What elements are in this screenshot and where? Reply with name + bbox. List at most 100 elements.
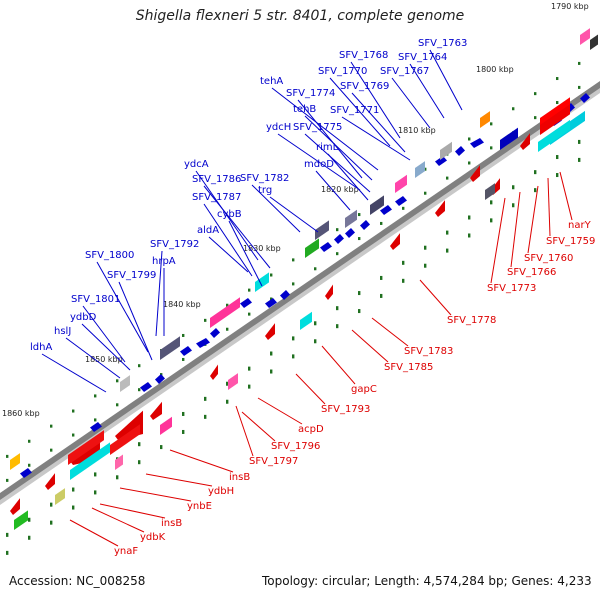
- plus-strand-gene[interactable]: [265, 298, 277, 308]
- plus-strand-feature[interactable]: [395, 174, 407, 193]
- minus-strand-feature[interactable]: [70, 442, 110, 480]
- minus-gene-label[interactable]: gapC: [351, 384, 377, 395]
- minus-strand-feature[interactable]: [68, 430, 104, 465]
- minus-strand-gene[interactable]: [265, 323, 275, 340]
- plus-strand-feature[interactable]: [345, 209, 357, 228]
- plus-strand-feature[interactable]: [415, 161, 425, 178]
- plus-gene-label[interactable]: ydcH: [266, 122, 291, 133]
- plus-strand-gene[interactable]: [580, 93, 590, 103]
- plus-strand-feature[interactable]: [255, 272, 269, 292]
- plus-strand-gene[interactable]: [395, 196, 407, 206]
- plus-strand-feature[interactable]: [305, 238, 319, 258]
- plus-gene-label[interactable]: SFV_1764: [398, 52, 447, 63]
- minus-strand-gene[interactable]: [45, 473, 55, 490]
- plus-strand-gene[interactable]: [455, 146, 465, 156]
- plus-gene-label[interactable]: rimL: [316, 142, 339, 153]
- plus-gene-label[interactable]: SFV_1787: [192, 192, 241, 203]
- minus-gene-label[interactable]: insB: [161, 518, 182, 529]
- plus-strand-feature[interactable]: [370, 195, 384, 215]
- plus-strand-gene[interactable]: [320, 242, 332, 252]
- plus-gene-label[interactable]: mdoD: [304, 159, 334, 170]
- plus-strand-gene[interactable]: [380, 205, 392, 215]
- minus-strand-feature[interactable]: [115, 454, 123, 470]
- plus-gene-label[interactable]: SFV_1800: [85, 250, 134, 261]
- minus-strand-feature[interactable]: [228, 373, 238, 390]
- plus-gene-label[interactable]: SFV_1774: [286, 88, 335, 99]
- minus-gene-label[interactable]: SFV_1783: [404, 346, 453, 357]
- minus-strand-gene[interactable]: [325, 284, 333, 300]
- plus-gene-label[interactable]: SFV_1769: [340, 81, 389, 92]
- plus-gene-label[interactable]: SFV_1799: [107, 270, 156, 281]
- minus-gene-label[interactable]: narY: [568, 220, 592, 231]
- minus-strand-feature[interactable]: [540, 104, 570, 135]
- plus-strand-feature[interactable]: [120, 375, 130, 392]
- plus-gene-label[interactable]: SFV_1768: [339, 50, 388, 61]
- plus-strand-gene[interactable]: [20, 468, 32, 478]
- plus-gene-label[interactable]: SFV_1792: [150, 239, 199, 250]
- plus-gene-label[interactable]: ldhA: [30, 342, 52, 353]
- plus-strand-feature[interactable]: [580, 28, 590, 45]
- plus-gene-label[interactable]: SFV_1770: [318, 66, 367, 77]
- plus-gene-label[interactable]: SFV_1775: [293, 122, 342, 133]
- plus-strand-gene[interactable]: [240, 298, 252, 308]
- minus-gene-label[interactable]: ynbE: [187, 501, 212, 512]
- minus-gene-label[interactable]: SFV_1773: [487, 283, 536, 294]
- plus-strand-gene[interactable]: [155, 374, 165, 384]
- plus-gene-label[interactable]: SFV_1767: [380, 66, 429, 77]
- plus-strand-feature[interactable]: [500, 127, 518, 150]
- minus-gene-label[interactable]: SFV_1766: [507, 267, 556, 278]
- minus-strand-gene[interactable]: [435, 200, 445, 217]
- minus-gene-label[interactable]: SFV_1778: [447, 315, 496, 326]
- minus-strand-feature[interactable]: [110, 424, 140, 455]
- plus-gene-label[interactable]: SFV_1801: [71, 294, 120, 305]
- plus-strand-feature[interactable]: [315, 220, 329, 240]
- minus-gene-label[interactable]: ydbH: [208, 486, 234, 497]
- plus-gene-label[interactable]: SFV_1763: [418, 38, 467, 49]
- minus-strand-feature[interactable]: [55, 488, 65, 505]
- plus-strand-feature[interactable]: [210, 297, 240, 328]
- plus-gene-label[interactable]: SFV_1782: [240, 173, 289, 184]
- plus-gene-label[interactable]: tehB: [293, 104, 316, 115]
- plus-strand-feature[interactable]: [480, 111, 490, 128]
- minus-strand-gene[interactable]: [10, 498, 20, 515]
- plus-strand-gene[interactable]: [90, 422, 102, 432]
- plus-strand-gene[interactable]: [435, 156, 447, 166]
- minus-gene-label[interactable]: acpD: [298, 424, 324, 435]
- minus-gene-label[interactable]: SFV_1796: [271, 441, 320, 452]
- minus-gene-label[interactable]: SFV_1793: [321, 404, 370, 415]
- minus-strand-gene[interactable]: [520, 133, 530, 150]
- minus-strand-feature[interactable]: [538, 119, 570, 152]
- plus-gene-label[interactable]: trg: [258, 185, 272, 196]
- minus-strand-feature[interactable]: [300, 311, 312, 330]
- plus-strand-feature[interactable]: [590, 34, 598, 50]
- plus-gene-label[interactable]: SFV_1771: [330, 105, 379, 116]
- plus-gene-label[interactable]: hslJ: [54, 326, 71, 337]
- plus-gene-label[interactable]: cybB: [217, 209, 242, 220]
- minus-gene-label[interactable]: SFV_1785: [384, 362, 433, 373]
- plus-gene-label[interactable]: SFV_1786: [192, 174, 241, 185]
- plus-strand-feature[interactable]: [440, 141, 452, 160]
- plus-strand-gene[interactable]: [360, 220, 370, 230]
- plus-strand-gene[interactable]: [345, 228, 355, 238]
- plus-gene-label[interactable]: hrpA: [152, 256, 176, 267]
- minus-gene-label[interactable]: ydbK: [140, 532, 166, 543]
- plus-gene-label[interactable]: aldA: [197, 225, 219, 236]
- plus-strand-gene[interactable]: [280, 290, 290, 300]
- plus-strand-gene[interactable]: [210, 328, 220, 338]
- minus-strand-gene[interactable]: [470, 165, 480, 182]
- minus-strand-feature[interactable]: [485, 183, 495, 200]
- plus-gene-label[interactable]: tehA: [260, 76, 283, 87]
- plus-strand-gene[interactable]: [334, 234, 344, 244]
- plus-strand-gene[interactable]: [470, 138, 484, 148]
- minus-strand-feature[interactable]: [160, 416, 172, 435]
- plus-strand-gene[interactable]: [196, 338, 210, 348]
- minus-strand-feature[interactable]: [14, 510, 28, 530]
- minus-strand-gene[interactable]: [150, 401, 162, 420]
- plus-gene-label[interactable]: ydbD: [70, 312, 97, 323]
- minus-gene-label[interactable]: SFV_1797: [249, 456, 298, 467]
- plus-strand-gene[interactable]: [180, 346, 192, 356]
- minus-strand-gene[interactable]: [210, 364, 218, 380]
- minus-gene-label[interactable]: SFV_1760: [524, 253, 573, 264]
- plus-strand-feature[interactable]: [10, 453, 20, 470]
